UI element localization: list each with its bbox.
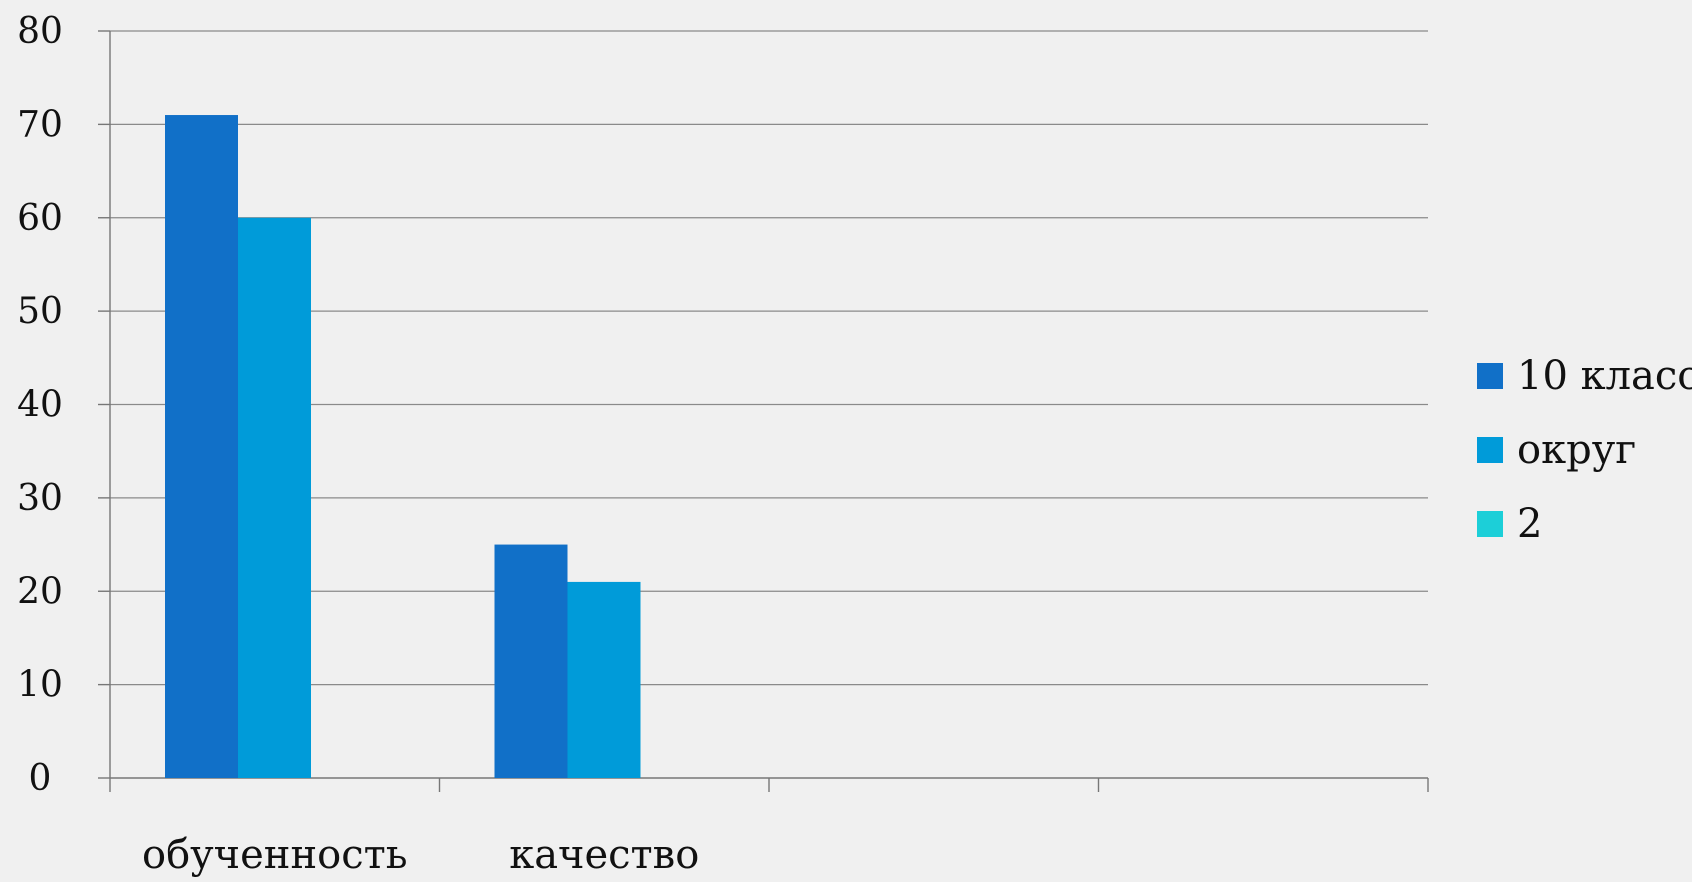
legend-swatch xyxy=(1477,363,1503,389)
legend-swatch xyxy=(1477,511,1503,537)
legend: 10 класс округ 2 xyxy=(1477,353,1692,547)
y-tick-label: 30 xyxy=(17,478,63,519)
bar xyxy=(494,544,568,778)
y-tick-label: 60 xyxy=(17,198,63,239)
y-tick-label: 40 xyxy=(17,385,63,426)
y-tick-label: 20 xyxy=(17,571,63,612)
y-tick-label: 0 xyxy=(29,758,52,799)
legend-label: 2 xyxy=(1517,501,1542,547)
y-tick-label: 50 xyxy=(17,291,63,332)
legend-label: 10 класс xyxy=(1517,353,1692,399)
bar xyxy=(567,581,641,778)
x-tick-label: качество xyxy=(509,832,699,878)
legend-label: округ xyxy=(1517,427,1636,473)
y-tick-label: 70 xyxy=(17,104,63,145)
bar xyxy=(238,217,311,778)
gridlines xyxy=(110,30,1428,686)
legend-swatch xyxy=(1477,437,1503,463)
x-tick-label: обученность xyxy=(142,832,408,878)
bar xyxy=(165,115,238,779)
y-axis: 0 10 20 30 40 50 60 70 80 xyxy=(17,11,111,799)
bars xyxy=(165,115,641,779)
x-axis: обученность качество xyxy=(109,777,1429,878)
y-tick-label: 80 xyxy=(17,11,63,52)
y-tick-label: 10 xyxy=(17,665,63,706)
